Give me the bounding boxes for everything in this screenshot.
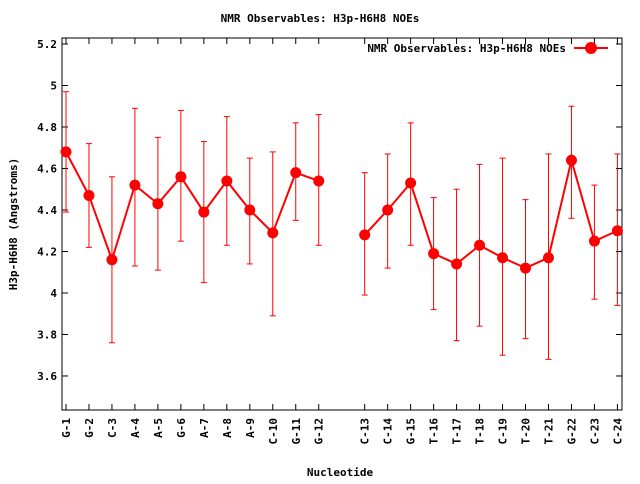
x-tick-label: A-4 [129, 418, 142, 438]
x-tick-label: G-2 [83, 418, 96, 438]
plot-border [61, 37, 623, 411]
x-tick-label: T-21 [542, 418, 555, 445]
x-tick-label: G-1 [60, 418, 73, 438]
x-tick-label: A-5 [152, 418, 165, 438]
x-axis-label: Nucleotide [307, 466, 374, 479]
x-tick-label: T-20 [520, 418, 533, 445]
y-tick-label: 3.6 [37, 370, 57, 383]
series-line [65, 151, 320, 263]
data-point [152, 198, 164, 210]
y-tick-label: 4.6 [37, 163, 57, 176]
x-tick-label: T-16 [428, 418, 441, 445]
x-tick-label: C-3 [106, 418, 119, 438]
data-point [565, 154, 577, 166]
data-point [611, 225, 623, 237]
y-tick-label: 4 [50, 287, 57, 300]
x-tick-label: G-6 [175, 418, 188, 438]
x-tick-label: G-22 [565, 418, 578, 445]
x-tick-label: G-11 [290, 418, 303, 445]
data-point [474, 239, 486, 251]
data-point [175, 171, 187, 183]
x-tick-label: C-24 [611, 418, 624, 445]
data-point [267, 227, 279, 239]
data-point [221, 175, 233, 187]
y-tick-label: 5 [50, 80, 57, 93]
data-point [60, 146, 72, 158]
data-point [451, 258, 463, 270]
data-point [244, 204, 256, 216]
x-tick-label: C-14 [382, 418, 395, 445]
x-tick-label: A-7 [198, 418, 211, 438]
x-tick-label: G-12 [313, 418, 326, 445]
chart-title: NMR Observables: H3p-H6H8 NOEs [221, 12, 420, 25]
y-tick-label: 4.2 [37, 245, 57, 258]
data-point [497, 252, 509, 264]
x-tick-label: C-19 [497, 418, 510, 445]
data-point [83, 189, 95, 201]
series-line [363, 156, 618, 270]
y-tick-label: 4.4 [37, 204, 57, 217]
data-point [520, 262, 532, 274]
data-point [198, 206, 210, 218]
y-axis-label: H3p-H6H8 (Angstroms) [7, 158, 20, 290]
x-tick-label: A-9 [244, 418, 257, 438]
x-tick-label: C-23 [588, 418, 601, 445]
x-axis: G-1 G-2 C-3 A-4 A-5 G-6 A-7 A-8 A-9 C-10 G-11 G-12 C… [60, 38, 624, 445]
x-tick-label: C-10 [267, 418, 280, 445]
legend-marker [585, 42, 597, 54]
x-tick-label: T-18 [474, 418, 487, 445]
data-point [313, 175, 325, 187]
x-tick-label: T-17 [451, 418, 464, 445]
data-point [428, 248, 440, 260]
data-point [106, 254, 118, 266]
data-point [542, 252, 554, 264]
data-point [290, 167, 302, 179]
legend-label: NMR Observables: H3p-H6H8 NOEs [367, 42, 566, 55]
y-axis: 3.6 3.8 4 4.2 4.4 4.6 4.8 5 5.2 [37, 38, 622, 383]
data-point [588, 235, 600, 247]
legend: NMR Observables: H3p-H6H8 NOEs [367, 42, 608, 55]
data-point [359, 229, 371, 241]
data-point [405, 177, 417, 189]
x-tick-label: A-8 [221, 418, 234, 438]
x-tick-label: C-13 [359, 418, 372, 445]
data-point [129, 179, 141, 191]
y-tick-label: 4.8 [37, 121, 57, 134]
y-tick-label: 3.8 [37, 328, 57, 341]
series-noe [60, 91, 623, 360]
x-tick-label: G-15 [405, 418, 418, 445]
data-point [382, 204, 394, 216]
y-tick-label: 5.2 [37, 38, 57, 51]
